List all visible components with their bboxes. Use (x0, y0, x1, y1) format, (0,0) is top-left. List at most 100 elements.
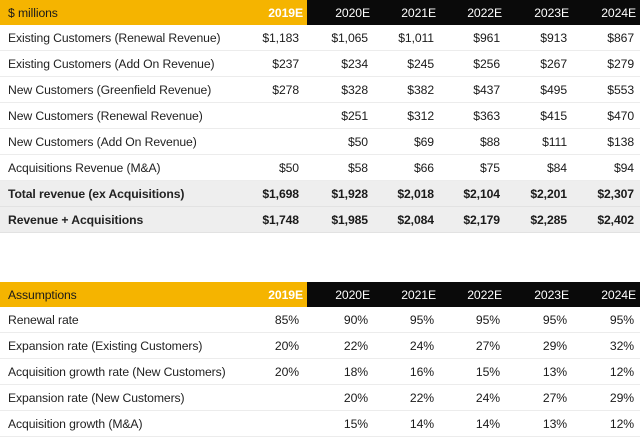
cell-value: 20% (238, 358, 307, 385)
cell-value: 29% (506, 332, 573, 359)
total-value: $1,748 (238, 206, 307, 233)
assumptions-table: Assumptions 2019E 2020E 2021E 2022E 2023… (0, 282, 640, 437)
cell-value: 12% (573, 410, 640, 437)
assumptions-header-row: Assumptions 2019E 2020E 2021E 2022E 2023… (0, 282, 640, 307)
revenue-header-row: $ millions 2019E 2020E 2021E 2022E 2023E… (0, 0, 640, 25)
table-row: Acquisition growth rate (New Customers) … (0, 358, 640, 385)
cell-value: 22% (374, 384, 440, 411)
revenue-table: $ millions 2019E 2020E 2021E 2022E 2023E… (0, 0, 640, 233)
row-label: New Customers (Add On Revenue) (0, 128, 238, 155)
cell-value: $245 (374, 50, 440, 77)
total-value: $2,285 (506, 206, 573, 233)
cell-value: $1,183 (238, 25, 307, 51)
cell-value: 95% (440, 307, 506, 333)
cell-value: 32% (573, 332, 640, 359)
total-value: $2,201 (506, 180, 573, 207)
cell-value: 95% (573, 307, 640, 333)
cell-value: $382 (374, 76, 440, 103)
cell-value: $1,065 (307, 25, 374, 51)
cell-value: $69 (374, 128, 440, 155)
total-label: Total revenue (ex Acquisitions) (0, 180, 238, 207)
total-value: $2,307 (573, 180, 640, 207)
cell-value: $328 (307, 76, 374, 103)
cell-value: $415 (506, 102, 573, 129)
table-row: Acquisitions Revenue (M&A) $50 $58 $66 $… (0, 154, 640, 181)
row-label: Renewal rate (0, 307, 238, 333)
cell-value (238, 384, 307, 411)
row-label: New Customers (Renewal Revenue) (8, 108, 203, 123)
cell-value: $111 (506, 128, 573, 155)
cell-value: $237 (238, 50, 307, 77)
total-row: Total revenue (ex Acquisitions) $1,698 $… (0, 180, 640, 207)
cell-value: 15% (307, 410, 374, 437)
cell-value: 95% (506, 307, 573, 333)
cell-value: $88 (440, 128, 506, 155)
total-value: $2,084 (374, 206, 440, 233)
row-label: Existing Customers (Renewal Revenue) (0, 25, 238, 51)
cell-value: 20% (307, 384, 374, 411)
assumptions-header-label: Assumptions (0, 282, 238, 307)
row-label: Expansion rate (Existing Customers) (0, 332, 238, 359)
cell-value: $58 (307, 154, 374, 181)
total-value: $2,179 (440, 206, 506, 233)
row-label: Existing Customers (Add On Revenue) (0, 50, 238, 77)
revenue-header-label: $ millions (0, 0, 238, 25)
total-value: $1,928 (307, 180, 374, 207)
cell-value: 90% (307, 307, 374, 333)
cell-value: 29% (573, 384, 640, 411)
year-header: 2022E (440, 282, 506, 307)
cell-value: $279 (573, 50, 640, 77)
table-row: New Customers (Renewal Revenue)- $251 $3… (0, 102, 640, 129)
cell-value: 27% (440, 332, 506, 359)
cell-value: $50 (307, 128, 374, 155)
row-label: Expansion rate (New Customers) (0, 384, 238, 411)
year-header: 2021E (374, 282, 440, 307)
row-label-cell: New Customers (Renewal Revenue)- (0, 102, 238, 129)
table-row: Existing Customers (Renewal Revenue) $1,… (0, 25, 640, 51)
table-row: Expansion rate (New Customers) 20% 22% 2… (0, 384, 640, 411)
cell-value: $138 (573, 128, 640, 155)
cell-value (238, 410, 307, 437)
cell-value: 13% (506, 358, 573, 385)
cell-value: $94 (573, 154, 640, 181)
cell-value: 14% (440, 410, 506, 437)
cell-value: 18% (307, 358, 374, 385)
year-header: 2019E (238, 0, 307, 25)
cell-value: 20% (238, 332, 307, 359)
table-row: New Customers (Add On Revenue) $50 $69 $… (0, 128, 640, 155)
cell-value: 27% (506, 384, 573, 411)
cell-value: $363 (440, 102, 506, 129)
cell-value (238, 102, 307, 129)
cell-value: 24% (440, 384, 506, 411)
total-label: Revenue + Acquisitions (0, 206, 238, 233)
cell-value: 22% (307, 332, 374, 359)
year-header: 2020E (307, 0, 374, 25)
total-value: $2,104 (440, 180, 506, 207)
cell-value: 13% (506, 410, 573, 437)
cell-value: 85% (238, 307, 307, 333)
cell-value: $66 (374, 154, 440, 181)
row-label: Acquisitions Revenue (M&A) (0, 154, 238, 181)
cell-value: $84 (506, 154, 573, 181)
cell-value: $961 (440, 25, 506, 51)
cell-value: $437 (440, 76, 506, 103)
year-header: 2022E (440, 0, 506, 25)
cell-value: $913 (506, 25, 573, 51)
year-header: 2023E (506, 282, 573, 307)
year-header: 2020E (307, 282, 374, 307)
table-row: Expansion rate (Existing Customers) 20% … (0, 332, 640, 359)
cell-value: 95% (374, 307, 440, 333)
year-header: 2021E (374, 0, 440, 25)
cell-value: $256 (440, 50, 506, 77)
cell-value: $312 (374, 102, 440, 129)
total-value: $1,698 (238, 180, 307, 207)
cell-value: $278 (238, 76, 307, 103)
cell-value: $553 (573, 76, 640, 103)
total-value: $2,402 (573, 206, 640, 233)
year-header: 2019E (238, 282, 307, 307)
table-row: Existing Customers (Add On Revenue) $237… (0, 50, 640, 77)
cell-value: $867 (573, 25, 640, 51)
row-label: Acquisition growth rate (New Customers) (0, 358, 238, 385)
total-row: Revenue + Acquisitions $1,748 $1,985 $2,… (0, 206, 640, 233)
row-label: New Customers (Greenfield Revenue) (0, 76, 238, 103)
